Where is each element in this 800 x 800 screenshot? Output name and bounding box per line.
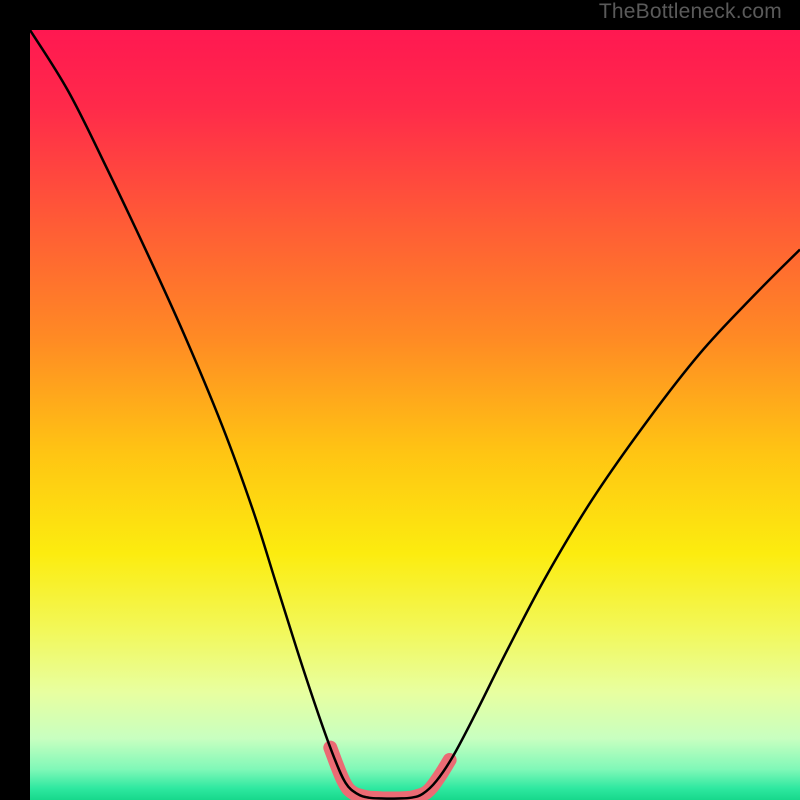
bottleneck-chart — [30, 30, 800, 800]
chart-frame — [0, 0, 800, 800]
watermark-text: TheBottleneck.com — [599, 0, 782, 24]
chart-background — [30, 30, 800, 800]
